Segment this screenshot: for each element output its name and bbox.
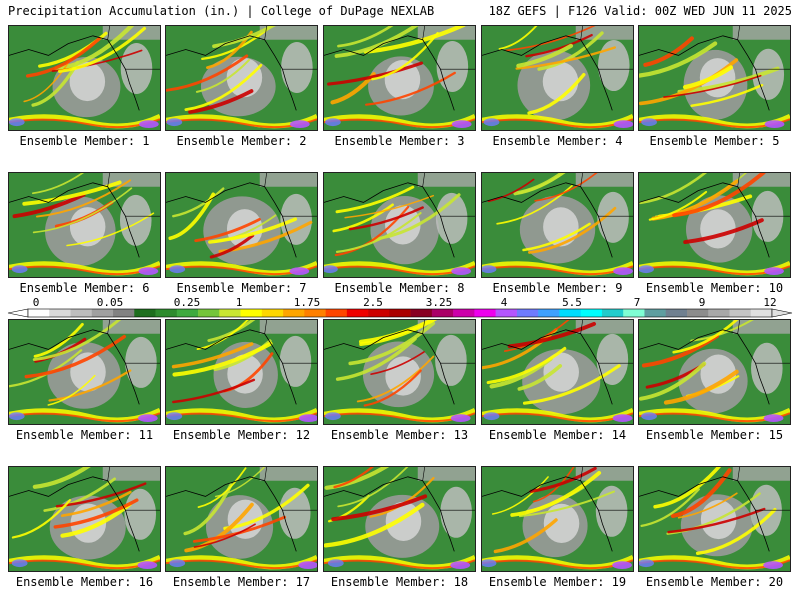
colorbar-right-arrow [771, 308, 793, 318]
ensemble-member-label: Ensemble Member: 7 [176, 281, 307, 295]
ensemble-member-label: Ensemble Member: 19 [488, 575, 627, 589]
colorbar-swatch [410, 309, 433, 317]
ensemble-member-map [638, 319, 791, 425]
colorbar-tick-label: 1.75 [294, 296, 321, 309]
colorbar-swatch [219, 309, 241, 317]
ensemble-member-label: Ensemble Member: 15 [645, 428, 784, 442]
colorbar-swatch [538, 309, 560, 317]
colorbar-tick-label: 7 [634, 296, 641, 309]
ensemble-member-map [323, 25, 476, 131]
ensemble-member-label: Ensemble Member: 4 [492, 134, 623, 148]
colorbar-swatch [261, 309, 284, 317]
ensemble-member-map [638, 25, 791, 131]
ensemble-member-label: Ensemble Member: 2 [176, 134, 307, 148]
colorbar-swatch [644, 309, 667, 317]
colorbar-swatch [304, 309, 326, 317]
colorbar-swatch [325, 309, 348, 317]
colorbar-swatch [686, 309, 709, 317]
colorbar-tick-label: 0.05 [97, 296, 124, 309]
colorbar-swatch [623, 309, 645, 317]
colorbar-tick-label: 1 [236, 296, 243, 309]
colorbar-swatch [240, 309, 263, 317]
ensemble-member-label: Ensemble Member: 9 [492, 281, 623, 295]
colorbar-swatch [70, 309, 93, 317]
ensemble-member-label: Ensemble Member: 13 [330, 428, 469, 442]
ensemble-member-map [8, 172, 161, 278]
colorbar-swatch [346, 309, 369, 317]
colorbar-swatch [283, 309, 305, 317]
colorbar-swatch [198, 309, 220, 317]
model-valid-time: 18Z GEFS | F126 Valid: 00Z WED JUN 11 20… [488, 4, 792, 18]
colorbar-swatch [601, 309, 624, 317]
ensemble-member-label: Ensemble Member: 5 [649, 134, 780, 148]
ensemble-member-map [165, 25, 318, 131]
ensemble-member-label: Ensemble Member: 20 [645, 575, 784, 589]
ensemble-member-label: Ensemble Member: 3 [334, 134, 465, 148]
colorbar-tick-label: 5.5 [562, 296, 582, 309]
ensemble-member-label: Ensemble Member: 11 [15, 428, 154, 442]
map-title: Precipitation Accumulation (in.) | Colle… [8, 4, 435, 18]
ensemble-member-map [481, 319, 634, 425]
ensemble-member-label: Ensemble Member: 18 [330, 575, 469, 589]
colorbar-left-arrow [7, 308, 29, 318]
ensemble-member-map [165, 319, 318, 425]
colorbar-swatch [665, 309, 688, 317]
colorbar-swatch [49, 309, 71, 317]
colorbar-tick-label: 0.25 [174, 296, 201, 309]
colorbar-swatch [750, 309, 773, 317]
ensemble-member-map [323, 319, 476, 425]
ensemble-member-label: Ensemble Member: 14 [488, 428, 627, 442]
colorbar-tick-label: 0 [33, 296, 40, 309]
ensemble-member-map [8, 319, 161, 425]
colorbar-swatch [495, 309, 518, 317]
colorbar-swatch [91, 309, 114, 317]
colorbar-swatch [516, 309, 539, 317]
ensemble-member-map [638, 466, 791, 572]
colorbar-swatch [559, 309, 581, 317]
colorbar-tick-label: 2.5 [363, 296, 383, 309]
colorbar-swatch [708, 309, 730, 317]
ensemble-member-label: Ensemble Member: 8 [334, 281, 465, 295]
ensemble-member-map [323, 466, 476, 572]
ensemble-member-map [8, 466, 161, 572]
ensemble-member-map [8, 25, 161, 131]
ensemble-member-label: Ensemble Member: 17 [172, 575, 311, 589]
colorbar-swatch [176, 309, 199, 317]
colorbar-tick-label: 9 [699, 296, 706, 309]
colorbar-tick-label: 4 [501, 296, 508, 309]
colorbar-swatch [113, 309, 135, 317]
colorbar-tick-label: 3.25 [426, 296, 453, 309]
colorbar-swatch [389, 309, 411, 317]
colorbar-swatch [134, 309, 156, 317]
ensemble-member-map [323, 172, 476, 278]
colorbar-swatch [453, 309, 475, 317]
ensemble-member-label: Ensemble Member: 10 [645, 281, 784, 295]
ensemble-member-map [481, 25, 634, 131]
ensemble-member-label: Ensemble Member: 16 [15, 575, 154, 589]
ensemble-member-map [481, 466, 634, 572]
colorbar-swatch [729, 309, 752, 317]
colorbar-tick-label: 12 [763, 296, 776, 309]
colorbar-swatch [474, 309, 496, 317]
colorbar-swatch [431, 309, 454, 317]
precipitation-colorbar: 0 0.05 0.25 1 1.75 2.5 3.25 4 5.5 7 9 12 [7, 296, 793, 318]
ensemble-member-map [638, 172, 791, 278]
colorbar-swatch [368, 309, 390, 317]
ensemble-member-map [481, 172, 634, 278]
colorbar-swatch [28, 309, 50, 317]
colorbar-swatch [155, 309, 178, 317]
ensemble-member-label: Ensemble Member: 1 [19, 134, 150, 148]
ensemble-member-label: Ensemble Member: 6 [19, 281, 150, 295]
ensemble-member-map [165, 172, 318, 278]
ensemble-member-map [165, 466, 318, 572]
colorbar-swatch [580, 309, 603, 317]
ensemble-member-label: Ensemble Member: 12 [172, 428, 311, 442]
